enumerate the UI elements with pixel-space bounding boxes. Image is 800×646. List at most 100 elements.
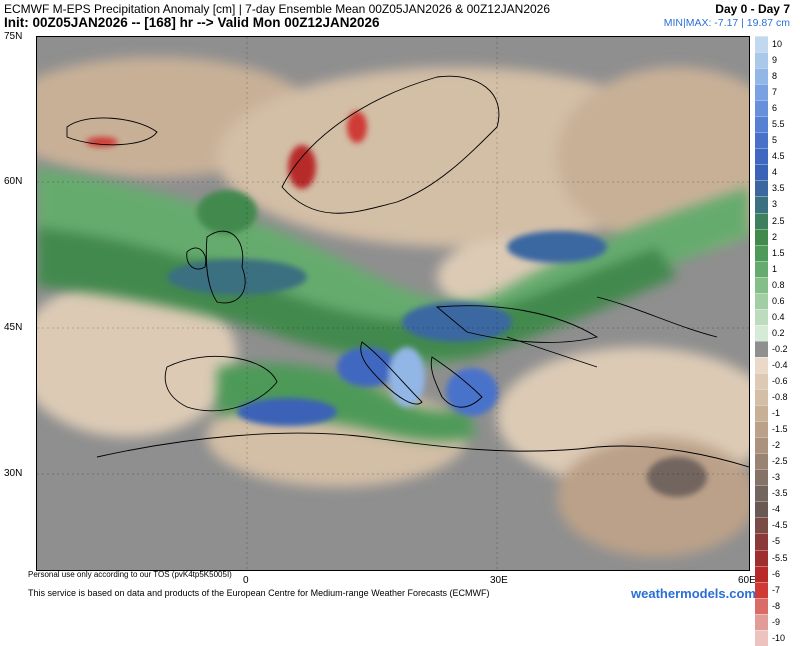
colorbar-step: -0.8 [755, 389, 798, 406]
lat-label-30n: 30N [4, 468, 23, 479]
colorbar-step: 4 [755, 164, 798, 181]
colorbar-level-label: -1 [772, 408, 781, 419]
lat-label-75n: 75N [4, 31, 23, 42]
colorbar-level-label: -5.5 [772, 552, 788, 563]
colorbar-step: -0.6 [755, 372, 798, 390]
colorbar-step: -1.5 [755, 421, 798, 438]
colorbar-step: 5 [755, 132, 798, 149]
colorbar-level-label: -5 [772, 536, 781, 547]
colorbar-swatch [755, 517, 768, 534]
colorbar-step: 7 [755, 84, 798, 101]
colorbar-step: 0.2 [755, 324, 798, 341]
colorbar-level-label: -1.5 [772, 424, 788, 435]
colorbar-swatch [755, 340, 768, 357]
colorbar-level-label: -2.5 [772, 456, 788, 467]
colorbar-swatch [755, 260, 768, 277]
colorbar-step: 9 [755, 52, 798, 69]
colorbar-swatch [755, 389, 768, 406]
colorbar-level-label: 6 [772, 103, 778, 114]
colorbar-swatch [755, 308, 768, 325]
init-valid-line: Init: 00Z05JAN2026 -- [168] hr --> Valid… [4, 15, 380, 30]
colorbar-step: 6 [755, 100, 798, 117]
colorbar-swatch [755, 485, 768, 502]
colorbar-swatch [755, 324, 768, 341]
coastline-outlines [66, 75, 749, 468]
colorbar-swatch [755, 501, 768, 518]
colorbar-level-label: 1.5 [772, 247, 785, 258]
colorbar-swatch [755, 469, 768, 486]
colorbar-level-label: -3 [772, 472, 781, 483]
colorbar-swatch [755, 132, 768, 149]
lon-label-60e: 60E [738, 575, 756, 586]
colorbar-swatch [755, 180, 768, 197]
colorbar-level-label: 0.2 [772, 327, 785, 338]
colorbar-step: -4.5 [755, 517, 798, 534]
lat-label-60n: 60N [4, 176, 23, 187]
colorbar-step: -1 [755, 405, 798, 422]
colorbar-swatch [755, 356, 768, 373]
colorbar-swatch [755, 116, 768, 133]
colorbar-level-label: -2 [772, 440, 781, 451]
colorbar-swatch [755, 52, 768, 69]
colorbar-level-label: 4 [772, 167, 778, 178]
colorbar-level-label: -10 [772, 632, 786, 643]
colorbar-step: 2.5 [755, 212, 798, 229]
colorbar-swatch [755, 421, 768, 438]
colorbar-level-label: -7 [772, 584, 781, 595]
colorbar-step: -2.5 [755, 453, 798, 470]
colorbar-level-label: 5.5 [772, 119, 785, 130]
colorbar-level-label: 5 [772, 135, 778, 146]
colorbar-level-label: -0.8 [772, 392, 788, 403]
colorbar-swatch [755, 276, 768, 293]
colorbar-level-label: 0.4 [772, 311, 785, 322]
colorbar-step: 10 [755, 36, 798, 53]
colorbar-swatch [755, 68, 768, 85]
colorbar-level-label: -3.5 [772, 488, 788, 499]
colorbar-swatch [755, 405, 768, 422]
colorbar-swatch [755, 629, 768, 646]
colorbar-step: 1 [755, 260, 798, 277]
colorbar-level-label: 2.5 [772, 215, 785, 226]
colorbar-step: -5.5 [755, 549, 798, 566]
colorbar-swatch [755, 372, 768, 390]
colorbar-step: -8 [755, 597, 798, 614]
colorbar-swatch [755, 437, 768, 454]
tos-notice: Personal use only according to our TOS (… [28, 570, 232, 579]
strong-dry-patch [647, 457, 707, 497]
colorbar-step: -9 [755, 613, 798, 630]
ecmwf-attribution: This service is based on data and produc… [28, 588, 490, 598]
colorbar-level-label: 1 [772, 263, 778, 274]
colorbar-swatch [755, 164, 768, 181]
colorbar-swatch [755, 597, 768, 614]
colorbar-swatch [755, 292, 768, 309]
colorbar-swatch [755, 148, 768, 165]
colorbar-step: 1.5 [755, 244, 798, 261]
lat-label-45n: 45N [4, 322, 23, 333]
colorbar-level-label: -4.5 [772, 520, 788, 531]
colorbar-step: -10 [755, 629, 798, 646]
colorbar-level-label: -0.2 [772, 343, 788, 354]
colorbar-step: 0.6 [755, 292, 798, 309]
precipitation-colorbar: 10 9 8 7 6 5.5 5 4.5 4 3.5 3 2.5 2 1.5 1 0.8 0.6 0.4 0.2 -0… [755, 36, 798, 646]
colorbar-step: 8 [755, 68, 798, 85]
lon-label-30e: 30E [490, 575, 508, 586]
colorbar-swatch [755, 196, 768, 213]
colorbar-swatch [755, 549, 768, 566]
colorbar-step: 5.5 [755, 116, 798, 133]
forecast-period: Day 0 - Day 7 [715, 2, 790, 16]
colorbar-step: 4.5 [755, 148, 798, 165]
colorbar-level-label: 3.5 [772, 183, 785, 194]
colorbar-level-label: 2 [772, 231, 778, 242]
colorbar-level-label: 9 [772, 55, 778, 66]
map-title: ECMWF M-EPS Precipitation Anomaly [cm] |… [4, 2, 551, 16]
brand-link[interactable]: weathermodels.com [631, 586, 756, 601]
colorbar-swatch [755, 212, 768, 229]
map-canvas [37, 37, 749, 570]
colorbar-step: -2 [755, 437, 798, 454]
colorbar-step: 2 [755, 228, 798, 245]
lon-label-0: 0 [243, 575, 249, 586]
colorbar-level-label: 4.5 [772, 151, 785, 162]
colorbar-step: -0.4 [755, 356, 798, 373]
colorbar-level-label: 0.6 [772, 295, 785, 306]
colorbar-swatch [755, 244, 768, 261]
